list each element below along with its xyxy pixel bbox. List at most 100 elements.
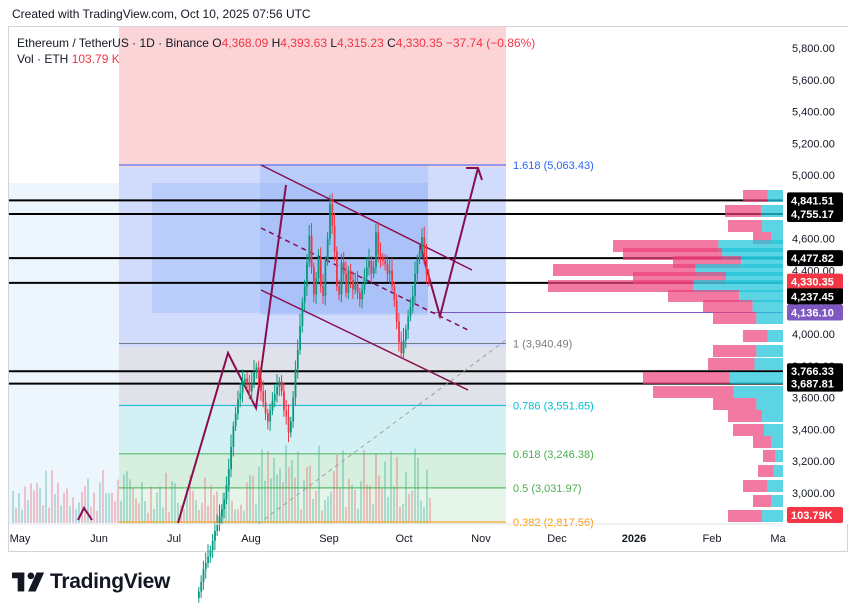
volume-bar [312, 498, 314, 523]
volume-bar [306, 466, 308, 523]
volume-bar [12, 490, 14, 523]
volume-bar [390, 450, 392, 523]
volume-bar [54, 494, 56, 523]
candle [278, 381, 281, 387]
volume-profile-bar [752, 300, 783, 312]
volume-bar [333, 471, 335, 523]
volume-bar [60, 505, 62, 523]
x-tick-label: Feb [703, 533, 722, 545]
volume-bar [270, 478, 272, 523]
volume-bar [279, 468, 281, 523]
volume-bar [177, 502, 179, 523]
volume-bar [48, 507, 50, 523]
volume-profile-bar [733, 424, 764, 436]
candle [359, 292, 361, 300]
x-tick-label: Dec [547, 533, 567, 545]
candle [227, 469, 230, 486]
volume-bar [231, 500, 233, 523]
candle [345, 273, 347, 293]
y-tick-label: 4,600.00 [792, 234, 835, 246]
high-value: 4,393.63 [280, 36, 328, 50]
volume-bar [204, 477, 206, 523]
close-value: 4,330.35 [395, 36, 443, 50]
candle [280, 381, 283, 392]
volume-bar [267, 450, 269, 523]
volume-bar [144, 500, 146, 523]
volume-profile-bar [754, 358, 783, 370]
x-tick-label: 2026 [622, 533, 646, 545]
candle [248, 383, 251, 392]
candle [428, 273, 430, 282]
volume-bar [354, 489, 356, 523]
candle [290, 421, 292, 433]
volume-profile-bar [767, 190, 783, 202]
candle [255, 367, 258, 373]
y-tick-label: 5,400.00 [792, 107, 835, 119]
volume-bar [240, 504, 242, 523]
candle [253, 372, 255, 384]
candle [315, 278, 318, 295]
candle [276, 386, 278, 395]
volume-bar [297, 451, 299, 523]
candle [398, 321, 400, 343]
candle [421, 237, 423, 252]
volume-profile-bar [753, 495, 772, 507]
candle [365, 267, 368, 277]
high-label: H [271, 36, 281, 50]
candle [319, 257, 322, 287]
volume-profile-bar [725, 205, 761, 217]
volume-bar [183, 509, 185, 523]
volume-label[interactable]: Vol · ETH [17, 52, 69, 66]
price-level-badge: 3,687.81 [791, 379, 834, 391]
candle [368, 260, 370, 268]
price-level-badge: 4,841.51 [791, 195, 834, 207]
volume-bar [234, 509, 236, 523]
volume-bar [363, 449, 365, 523]
red-zone [119, 27, 506, 167]
open-value: 4,368.09 [221, 36, 269, 50]
volume-profile-bar [728, 220, 763, 232]
candle [306, 262, 308, 287]
volume-bar [198, 510, 200, 523]
volume-bar [42, 505, 44, 523]
x-tick-label: Aug [241, 533, 261, 545]
candle [209, 550, 212, 557]
volume-bar [336, 454, 338, 523]
volume-bar [357, 508, 359, 523]
candle [356, 283, 359, 293]
candle [349, 270, 352, 281]
volume-bar [21, 509, 23, 523]
candle [230, 446, 232, 470]
close-label: C [387, 36, 396, 50]
volume-bar [168, 511, 170, 523]
volume-bar [147, 512, 149, 523]
volume-bar [399, 506, 401, 523]
candle [382, 257, 384, 261]
volume-bar [210, 484, 212, 523]
candle [370, 260, 373, 274]
volume-bar [423, 507, 425, 523]
projection-arrowhead [466, 167, 483, 181]
current-price-badge: 4,330.35 [791, 277, 834, 289]
candle [269, 410, 272, 422]
candle [200, 582, 203, 592]
volume-bar [33, 490, 35, 523]
volume-bar [300, 509, 302, 523]
candle [402, 340, 405, 354]
volume-bar [273, 457, 275, 523]
volume-profile-bar [713, 398, 757, 410]
volume-bar [330, 491, 332, 523]
volume-bar [165, 472, 167, 523]
volume-bar [108, 493, 110, 523]
volume-profile-bar [756, 312, 783, 324]
volume-bar [426, 469, 428, 523]
volume-profile-bar [767, 480, 783, 492]
fib-label: 0.5 (3,031.97) [513, 483, 582, 495]
y-tick-label: 3,400.00 [792, 424, 835, 436]
impulse-path-start [77, 506, 93, 521]
teal-zone [119, 407, 506, 455]
candle [299, 326, 301, 350]
volume-bar [207, 505, 209, 523]
symbol-name[interactable]: Ethereum / TetherUS · 1D · Binance [17, 36, 209, 50]
